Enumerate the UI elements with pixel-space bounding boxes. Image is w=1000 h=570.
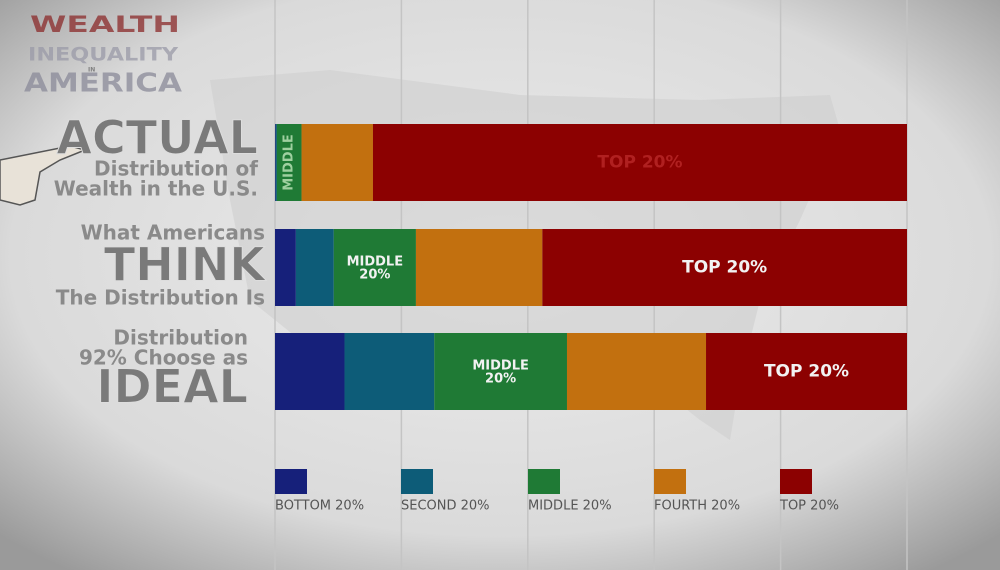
segment-label-line: MIDDLE bbox=[347, 254, 404, 269]
title-line: AMERICA bbox=[24, 69, 182, 99]
category-label: Wealth in the U.S. bbox=[54, 177, 258, 201]
bar-segment bbox=[275, 124, 277, 201]
title-line: INEQUALITY bbox=[28, 44, 178, 66]
segment-label: TOP 20% bbox=[682, 258, 767, 278]
category-label: The Distribution Is bbox=[56, 286, 265, 310]
legend-swatch bbox=[780, 469, 812, 494]
segment-label: MIDDLE 20% bbox=[472, 358, 529, 386]
bar-segment bbox=[434, 333, 567, 410]
title-line: WEALTH bbox=[30, 13, 180, 38]
bar-segment bbox=[415, 229, 543, 306]
category-label-emphasis: THINK bbox=[104, 238, 267, 292]
bar-segment bbox=[542, 229, 907, 306]
category-label: Distribution bbox=[113, 326, 248, 350]
bar-segment bbox=[275, 333, 345, 410]
legend-label: BOTTOM 20% bbox=[275, 499, 364, 514]
category-label: 92% Choose as bbox=[79, 346, 248, 370]
bar-segment bbox=[344, 333, 435, 410]
pointing-hand bbox=[0, 145, 88, 206]
legend-label: FOURTH 20% bbox=[654, 499, 740, 514]
legend-swatch bbox=[401, 469, 433, 494]
segment-label-line: MIDDLE bbox=[472, 358, 529, 373]
bar-segment bbox=[566, 333, 707, 410]
legend-swatch bbox=[654, 469, 686, 494]
bar-segment bbox=[706, 333, 907, 410]
category-label-emphasis: IDEAL bbox=[96, 360, 248, 414]
legend-swatch bbox=[528, 469, 560, 494]
segment-label-line: 20% bbox=[359, 267, 390, 282]
legend-label: MIDDLE 20% bbox=[528, 499, 612, 514]
bar-segment bbox=[295, 229, 334, 306]
bar-segment bbox=[275, 229, 296, 306]
bar-segment bbox=[275, 124, 276, 201]
category-label: What Americans bbox=[81, 221, 265, 245]
segment-label: TOP 20% bbox=[764, 362, 849, 382]
segment-label: MIDDLE 20% bbox=[347, 254, 404, 282]
legend-swatch bbox=[275, 469, 307, 494]
legend-label: TOP 20% bbox=[779, 499, 839, 514]
title-line: IN bbox=[88, 67, 95, 74]
bar-segment bbox=[333, 229, 416, 306]
category-label-emphasis: ACTUAL bbox=[56, 111, 258, 165]
segment-label-line: 20% bbox=[485, 371, 516, 386]
category-label: Distribution of bbox=[94, 157, 258, 181]
segment-label: MIDDLE bbox=[282, 134, 297, 191]
segment-label: TOP 20% bbox=[597, 153, 682, 173]
bar-segment bbox=[276, 124, 302, 201]
legend-label: SECOND 20% bbox=[401, 499, 490, 514]
bar-segment bbox=[301, 124, 373, 201]
bar-segment bbox=[372, 124, 908, 201]
